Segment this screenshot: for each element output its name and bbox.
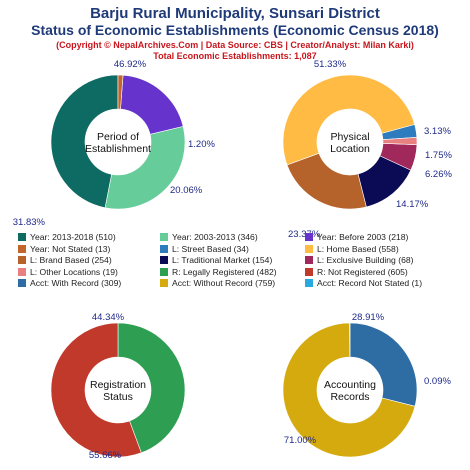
legend-label: Year: Before 2003 (218) xyxy=(317,232,409,242)
donut-center-label: Physical xyxy=(330,131,369,143)
legend-item: L: Brand Based (254) xyxy=(18,254,112,266)
legend-item: Year: 2003-2013 (346) xyxy=(160,231,258,243)
legend-swatch xyxy=(18,279,26,288)
legend-item: Year: Before 2003 (218) xyxy=(305,231,408,243)
percent-label: 14.17% xyxy=(396,199,429,210)
legend-swatch xyxy=(160,267,168,276)
legend-item: R: Legally Registered (482) xyxy=(160,266,277,278)
legend-item: Acct: With Record (309) xyxy=(18,277,121,289)
legend-item: R: Not Registered (605) xyxy=(305,266,408,278)
legend-item: L: Street Based (34) xyxy=(160,243,249,255)
legend-item: L: Home Based (558) xyxy=(305,243,399,255)
percent-label: 0.09% xyxy=(424,376,451,387)
chart-title-line2: Status of Economic Establishments (Econo… xyxy=(31,22,439,38)
percent-label: 1.75% xyxy=(425,150,452,161)
legend-item: Year: Not Stated (13) xyxy=(18,243,110,255)
donut-center-label: Status xyxy=(103,391,133,403)
chart-total: Total Economic Establishments: 1,087 xyxy=(153,51,317,61)
donut-hole xyxy=(85,109,151,175)
legend-label: L: Traditional Market (154) xyxy=(172,255,273,266)
chart-subtitle: (Copyright © NepalArchives.Com | Data So… xyxy=(56,40,414,50)
donut-center-label: Registration xyxy=(90,379,146,391)
percent-label: 46.92% xyxy=(114,59,147,70)
legend-swatch xyxy=(160,244,168,253)
legend-label: L: Exclusive Building (68) xyxy=(317,255,414,266)
percent-label: 3.13% xyxy=(424,126,451,137)
donut-center-label: Location xyxy=(330,143,370,155)
legend-label: L: Street Based (34) xyxy=(172,243,249,254)
legend-label: Year: 2003-2013 (346) xyxy=(172,232,258,242)
percent-label: 1.20% xyxy=(188,139,215,150)
donut-center-label: Records xyxy=(330,391,369,403)
legend-swatch xyxy=(305,256,313,265)
legend-item: L: Traditional Market (154) xyxy=(160,254,272,266)
legend-item: L: Exclusive Building (68) xyxy=(305,254,414,266)
donut-hole xyxy=(317,109,383,175)
percent-label: 71.00% xyxy=(284,435,317,446)
donut-slice xyxy=(117,322,186,454)
legend-swatch xyxy=(305,244,313,253)
legend-label: Acct: Without Record (759) xyxy=(172,278,276,289)
donut-center-label: Accounting xyxy=(324,379,376,391)
legend-item: Year: 2013-2018 (510) xyxy=(18,231,116,243)
legend-swatch xyxy=(160,256,168,265)
legend-swatch xyxy=(305,267,313,276)
legend-swatch xyxy=(160,233,168,241)
legend-label: R: Not Registered (605) xyxy=(317,266,408,277)
legend-label: Acct: Record Not Stated (1) xyxy=(317,278,423,289)
legend-label: Year: 2013-2018 (510) xyxy=(30,232,116,242)
percent-label: 20.06% xyxy=(170,185,203,196)
legend-swatch xyxy=(18,256,26,265)
legend-swatch xyxy=(18,267,26,276)
legend-label: Acct: With Record (309) xyxy=(30,278,122,289)
percent-label: 44.34% xyxy=(92,312,125,323)
legend-label: L: Brand Based (254) xyxy=(30,255,112,266)
legend-label: L: Other Locations (19) xyxy=(30,266,118,277)
percent-label: 23.37% xyxy=(288,229,321,240)
percent-label: 28.91% xyxy=(352,312,385,323)
legend-item: Acct: Without Record (759) xyxy=(160,277,275,289)
legend-swatch xyxy=(18,244,26,253)
donut-center-label: Establishment xyxy=(85,143,151,155)
percent-label: 51.33% xyxy=(314,59,347,70)
legend-item: L: Other Locations (19) xyxy=(18,266,118,278)
percent-label: 55.66% xyxy=(89,450,122,461)
percent-label: 6.26% xyxy=(425,169,452,180)
legend-swatch xyxy=(305,233,313,241)
donut-hole xyxy=(317,357,383,423)
legend-label: L: Home Based (558) xyxy=(317,243,399,254)
legend-swatch xyxy=(160,279,168,288)
chart-title-line1: Barju Rural Municipality, Sunsari Distri… xyxy=(90,5,380,22)
legend-label: Year: Not Stated (13) xyxy=(30,243,111,254)
legend-swatch xyxy=(305,279,313,288)
percent-label: 31.83% xyxy=(13,217,46,228)
legend-item: Acct: Record Not Stated (1) xyxy=(305,277,422,289)
legend-swatch xyxy=(18,233,26,241)
donut-hole xyxy=(85,357,151,423)
legend-label: R: Legally Registered (482) xyxy=(172,266,277,277)
donut-center-label: Period of xyxy=(97,131,139,143)
